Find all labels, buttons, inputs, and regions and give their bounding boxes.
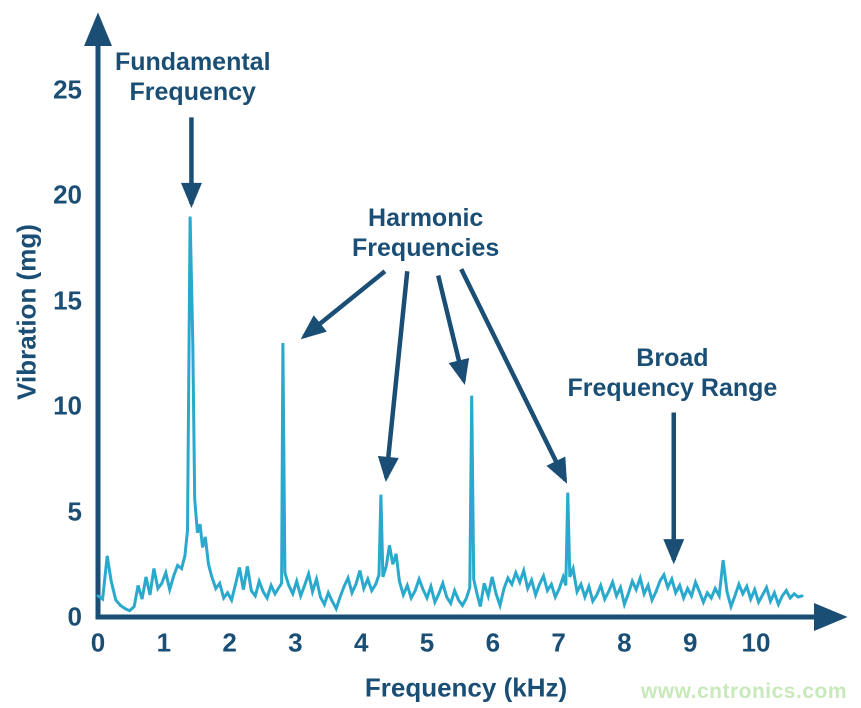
annotation-label-line: Frequency Range (567, 374, 778, 403)
annotation-label-fundamental-frequency: Fundamental Frequency (115, 47, 271, 107)
x-tick-label: 8 (617, 627, 632, 658)
annotation-label-line: Frequencies (352, 233, 500, 262)
annotation-arrow-harmonic-frequencies-4 (459, 268, 568, 484)
x-tick-label: 7 (551, 627, 566, 658)
y-axis-title: Vibration (mg) (11, 224, 42, 400)
x-tick-label: 5 (419, 627, 435, 658)
annotation-label-harmonic-frequencies: Harmonic Frequencies (352, 203, 499, 263)
x-tick-label: 4 (353, 627, 369, 658)
annotation-arrow-harmonic-frequencies-3 (435, 274, 470, 385)
y-tick-label: 20 (53, 179, 82, 210)
y-tick-label: 25 (53, 74, 82, 105)
x-tick-label: 9 (682, 627, 698, 658)
y-tick-label: 0 (67, 601, 82, 632)
y-tick-label: 5 (67, 496, 82, 527)
annotation-arrows (180, 117, 685, 565)
x-tick-label: 3 (288, 627, 303, 658)
x-tick-label: 6 (485, 627, 501, 658)
annotation-label-broad-frequency-range: Broad Frequency Range (568, 343, 778, 403)
y-tick-label: 15 (53, 285, 82, 316)
x-axis-title: Frequency (kHz) (364, 672, 568, 703)
x-tick-label: 2 (222, 627, 237, 658)
annotation-label-line: Frequency (129, 78, 256, 107)
x-tick-label: 0 (90, 627, 106, 658)
watermark-text: www.cntronics.com (640, 680, 847, 703)
spectrum-trace-line (96, 216, 804, 613)
annotation-label-line: Fundamental (114, 48, 271, 77)
x-tick-label: 1 (156, 627, 172, 658)
annotation-arrow-harmonic-frequencies-1 (300, 269, 387, 340)
annotation-arrow-harmonic-frequencies-2 (377, 271, 410, 483)
x-tick-label: 10 (741, 627, 771, 658)
annotation-label-line: Harmonic (368, 203, 484, 232)
y-tick-label: 10 (53, 390, 82, 421)
annotation-label-line: Broad (636, 344, 709, 373)
